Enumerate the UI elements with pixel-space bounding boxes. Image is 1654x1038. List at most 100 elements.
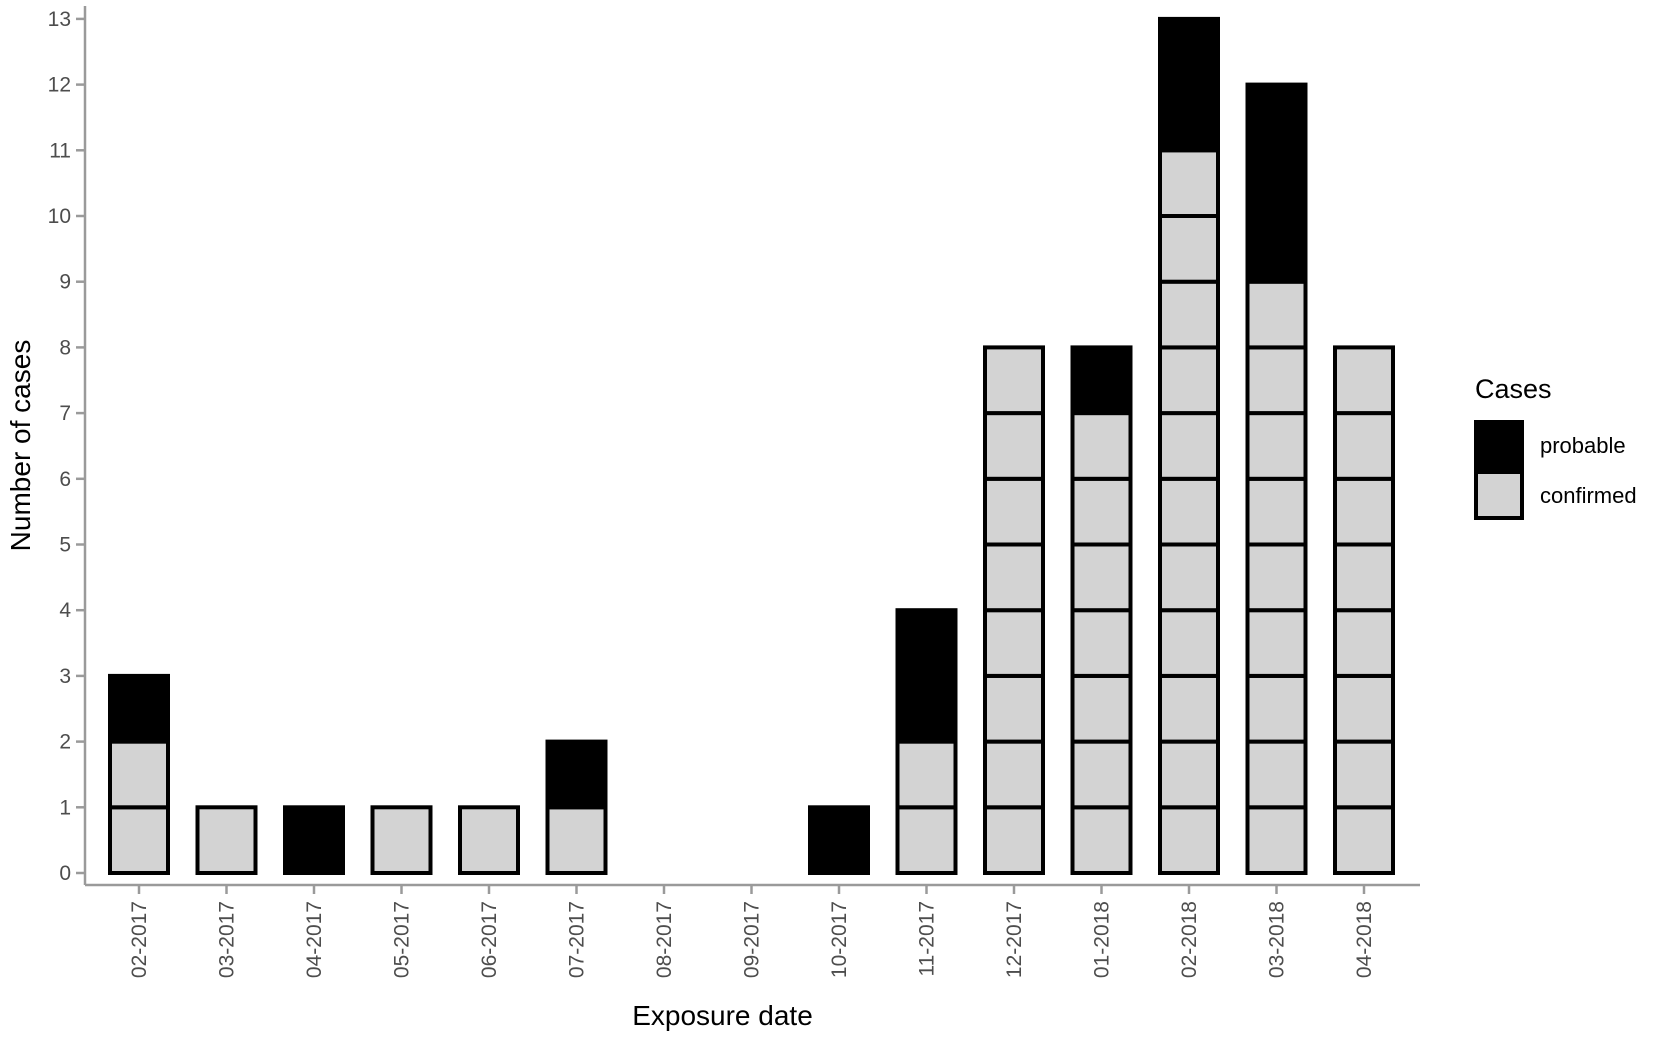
bar-cell-confirmed xyxy=(1158,476,1220,547)
bar-cell-confirmed xyxy=(1158,148,1220,218)
bar-cell-confirmed xyxy=(1333,411,1395,481)
bar-cell-confirmed xyxy=(1333,739,1395,810)
x-axis-title: Exposure date xyxy=(632,1000,813,1031)
bar-cell-confirmed xyxy=(1070,805,1133,875)
y-tick-label: 12 xyxy=(48,74,71,97)
x-tick-label: 08-2017 xyxy=(653,901,676,978)
bar-cell-confirmed xyxy=(1245,673,1308,744)
y-tick-label: 7 xyxy=(59,402,71,425)
bar-cell-confirmed xyxy=(895,739,958,810)
legend-items: probable confirmed xyxy=(1474,420,1637,520)
bar-cell-confirmed xyxy=(1070,673,1133,744)
y-tick-label: 2 xyxy=(59,731,71,754)
bar-cell-probable xyxy=(1158,16,1220,87)
bar-cell-confirmed xyxy=(108,739,170,810)
x-axis-ticks: 02-2017 03-2017 04-2017 05-2017 06-2017 07-20… xyxy=(128,885,1376,978)
y-tick-label: 4 xyxy=(59,599,71,622)
bar-cell-confirmed xyxy=(983,608,1045,678)
legend-title: Cases xyxy=(1475,374,1552,404)
bar-cell-confirmed xyxy=(1158,345,1220,416)
bar-cell-probable xyxy=(895,673,958,744)
x-tick-label: 04-2018 xyxy=(1353,901,1376,978)
y-tick-label: 3 xyxy=(59,665,71,688)
bars xyxy=(108,16,1395,875)
y-tick-label: 13 xyxy=(48,8,71,31)
bar-cell-confirmed xyxy=(1245,739,1308,810)
bar-cell-confirmed xyxy=(1158,673,1220,744)
x-tick-label: 02-2018 xyxy=(1178,901,1201,978)
bar-cell-probable xyxy=(1245,82,1308,153)
bar-cell-confirmed xyxy=(1158,805,1220,875)
bar-cell-confirmed xyxy=(1070,411,1133,481)
y-tick-label: 8 xyxy=(59,336,71,359)
bar-cell-confirmed xyxy=(1333,608,1395,678)
bar-cell-confirmed xyxy=(1158,739,1220,810)
bar-cell-confirmed xyxy=(1245,279,1308,350)
bar-cell-probable xyxy=(283,805,345,875)
x-tick-label: 09-2017 xyxy=(741,901,764,978)
bar-cell-confirmed xyxy=(1333,345,1395,416)
x-tick-label: 02-2017 xyxy=(128,901,151,978)
bar-cell-confirmed xyxy=(1333,673,1395,744)
bar-cell-confirmed xyxy=(983,476,1045,547)
x-tick-label: 11-2017 xyxy=(916,901,939,977)
bar-cell-confirmed xyxy=(1158,411,1220,481)
bar-cell-confirmed xyxy=(1070,542,1133,613)
bar-cell-confirmed xyxy=(895,805,958,875)
legend-key-probable xyxy=(1474,420,1524,470)
legend-label-probable: probable xyxy=(1540,433,1626,458)
y-tick-label: 10 xyxy=(48,205,71,228)
bar-cell-probable xyxy=(895,608,958,678)
bar-cell-probable xyxy=(1245,148,1308,218)
bar-cell-confirmed xyxy=(1158,279,1220,350)
x-tick-label: 06-2017 xyxy=(478,901,501,978)
x-tick-label: 01-2018 xyxy=(1091,901,1114,978)
bar-cell-probable xyxy=(545,739,608,810)
y-tick-label: 1 xyxy=(59,796,71,819)
bar-cell-confirmed xyxy=(195,805,258,875)
x-tick-label: 12-2017 xyxy=(1003,901,1026,978)
y-tick-label: 0 xyxy=(59,862,71,885)
bar-cell-confirmed xyxy=(1245,476,1308,547)
bar-cell-confirmed xyxy=(1158,214,1220,284)
bar-cell-confirmed xyxy=(983,739,1045,810)
bar-cell-probable xyxy=(808,805,870,875)
bar-cell-confirmed xyxy=(1158,608,1220,678)
bar-cell-confirmed xyxy=(1245,542,1308,613)
y-axis-title: Number of cases xyxy=(5,340,36,552)
bar-cell-probable xyxy=(1245,214,1308,284)
legend-label-confirmed: confirmed xyxy=(1540,483,1637,508)
bar-cell-probable xyxy=(1070,345,1133,416)
bar-cell-confirmed xyxy=(1245,608,1308,678)
bar-cell-confirmed xyxy=(1245,411,1308,481)
x-tick-label: 03-2018 xyxy=(1266,901,1289,978)
y-tick-label: 9 xyxy=(59,271,71,294)
legend-key-confirmed xyxy=(1474,470,1524,520)
x-tick-label: 05-2017 xyxy=(391,901,414,978)
bar-cell-confirmed xyxy=(983,345,1045,416)
bar-cell-confirmed xyxy=(370,805,433,875)
y-tick-label: 11 xyxy=(49,139,71,162)
bar-cell-confirmed xyxy=(1245,345,1308,416)
bar-cell-confirmed xyxy=(458,805,520,875)
y-tick-label: 5 xyxy=(59,534,71,557)
bar-cell-confirmed xyxy=(983,542,1045,613)
bar-cell-confirmed xyxy=(983,411,1045,481)
x-tick-label: 03-2017 xyxy=(216,901,239,978)
bar-cell-confirmed xyxy=(1245,805,1308,875)
x-tick-label: 04-2017 xyxy=(303,901,326,978)
bar-cell-confirmed xyxy=(1333,542,1395,613)
legend: Cases probable confirmed xyxy=(1474,374,1637,520)
bar-cell-probable xyxy=(1158,82,1220,153)
y-tick-label: 6 xyxy=(59,468,71,491)
bar-cell-confirmed xyxy=(545,805,608,875)
bar-cell-confirmed xyxy=(1070,739,1133,810)
x-tick-label: 10-2017 xyxy=(828,901,851,978)
bar-cell-confirmed xyxy=(1070,476,1133,547)
bar-cell-confirmed xyxy=(1333,476,1395,547)
bar-cell-confirmed xyxy=(983,805,1045,875)
bar-cell-confirmed xyxy=(983,673,1045,744)
